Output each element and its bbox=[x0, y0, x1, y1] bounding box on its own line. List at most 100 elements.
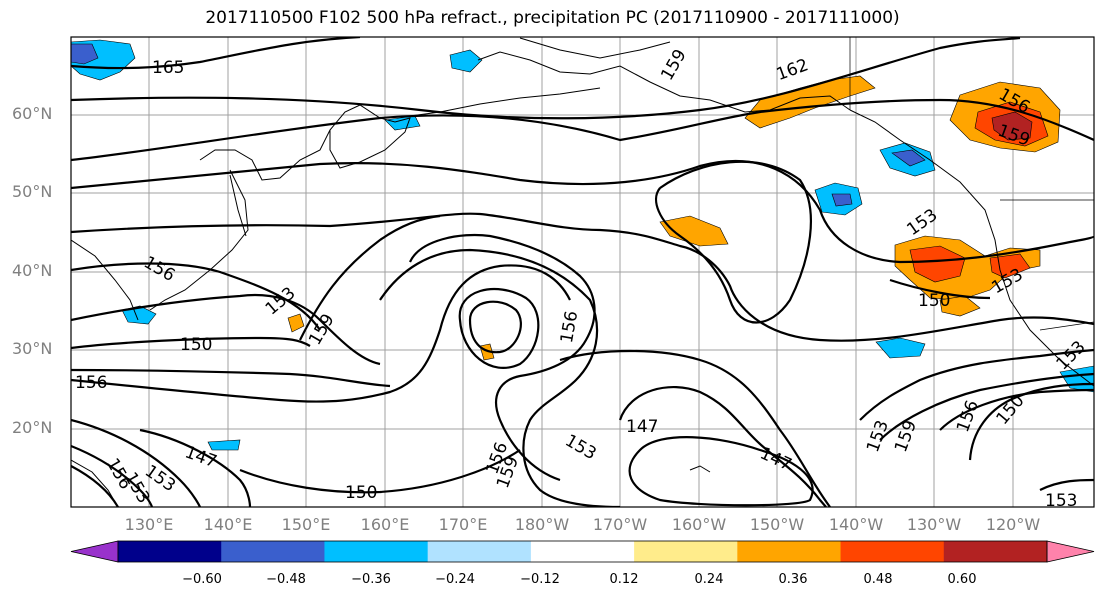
precip-positive-area bbox=[659, 215, 729, 247]
precip-positive-core bbox=[989, 253, 1031, 279]
contour-162 bbox=[71, 37, 1021, 120]
colorbar-extend-high bbox=[1046, 540, 1095, 563]
colorbar-tick-label: −0.36 bbox=[351, 572, 391, 587]
coastline-sakhalin bbox=[229, 174, 247, 237]
contour-label: 150 bbox=[918, 291, 950, 311]
colorbar-swatch bbox=[943, 541, 1048, 562]
coastline-kamchatka bbox=[329, 104, 411, 169]
coastline-northwest-america bbox=[849, 109, 1094, 387]
lon-label-130e: 130°E bbox=[124, 515, 174, 534]
colorbar-tick-label: 0.12 bbox=[609, 572, 639, 587]
contour-label: 156 bbox=[75, 373, 107, 393]
contour-159-left bbox=[299, 214, 441, 341]
lon-label-170e: 170°E bbox=[438, 515, 488, 534]
colorbar bbox=[70, 540, 1095, 563]
colorbar-tick-label: −0.60 bbox=[182, 572, 222, 587]
precip-negative-area bbox=[875, 337, 926, 359]
lat-label-40n: 40°N bbox=[12, 261, 53, 280]
contour-156-east bbox=[939, 388, 1094, 431]
colorbar-tick-label: 0.36 bbox=[778, 572, 808, 587]
contour-156-sw bbox=[71, 444, 154, 507]
contour-153-mid bbox=[71, 368, 391, 388]
precip-negative-core bbox=[891, 149, 926, 167]
contour-159-sw bbox=[71, 465, 119, 507]
contour-156-north bbox=[71, 159, 1094, 264]
coastline-alaska-north bbox=[519, 37, 671, 59]
contour-150-east bbox=[879, 372, 1094, 441]
lon-label-140e: 140°E bbox=[203, 515, 253, 534]
colorbar-swatch bbox=[634, 541, 738, 562]
colorbar-tick-label: −0.48 bbox=[266, 572, 306, 587]
contour-closed-low bbox=[468, 300, 522, 354]
colorbar-swatch bbox=[324, 541, 429, 562]
contour-147-south bbox=[139, 428, 252, 507]
coastline-siberia bbox=[199, 129, 331, 181]
contour-150 bbox=[71, 336, 311, 350]
lat-label-30n: 30°N bbox=[12, 339, 53, 358]
contour-156-mid bbox=[71, 264, 571, 403]
coastlines bbox=[71, 37, 1094, 507]
coastline-korea-china bbox=[71, 239, 139, 321]
colorbar-swatch bbox=[427, 541, 532, 562]
contour-159-north bbox=[71, 98, 1094, 162]
colorbar-swatch bbox=[840, 541, 945, 562]
coastline-alaska bbox=[477, 51, 851, 113]
contour-153-sw bbox=[71, 418, 201, 507]
contour-label: 153 bbox=[1045, 491, 1077, 511]
coastline-hawaii bbox=[689, 465, 711, 473]
lat-label-60n: 60°N bbox=[12, 104, 53, 123]
precip-positive-area bbox=[287, 313, 305, 333]
contour-closed-low-outer bbox=[458, 287, 540, 369]
contour-165 bbox=[71, 37, 361, 70]
lon-label-120w: 120°W bbox=[985, 515, 1041, 534]
contour-156-trough bbox=[379, 248, 621, 507]
colorbar-tick-label: 0.48 bbox=[863, 572, 893, 587]
contour-153-trough bbox=[408, 233, 596, 482]
lon-label-140w: 140°W bbox=[828, 515, 884, 534]
contour-label: 150 bbox=[345, 483, 377, 503]
colorbar-swatch bbox=[221, 541, 325, 562]
coastline-japan bbox=[149, 169, 249, 311]
precip-shading bbox=[71, 39, 1094, 451]
precip-negative-area bbox=[121, 305, 157, 325]
lon-label-170w: 170°W bbox=[592, 515, 648, 534]
precip-positive-core bbox=[909, 245, 966, 283]
lon-label-130w: 130°W bbox=[906, 515, 962, 534]
precip-negative-core bbox=[831, 193, 853, 207]
precip-negative-area bbox=[449, 49, 483, 73]
lon-label-180w: 180°W bbox=[514, 515, 570, 534]
contour-159-mid bbox=[71, 212, 1094, 342]
lon-label-160w: 160°W bbox=[671, 515, 727, 534]
lat-label-20n: 20°N bbox=[12, 418, 53, 437]
contour-label: 147 bbox=[626, 417, 658, 437]
colorbar-extend-low bbox=[70, 540, 119, 563]
colorbar-tick-label: 0.24 bbox=[694, 572, 724, 587]
refractivity-contours bbox=[71, 37, 1094, 507]
lon-label-150w: 150°W bbox=[749, 515, 805, 534]
colorbar-swatch bbox=[530, 541, 635, 562]
contour-156-left bbox=[71, 262, 321, 331]
colorbar-swatch bbox=[737, 541, 842, 562]
precip-negative-core bbox=[71, 43, 99, 65]
contour-150-trough bbox=[559, 349, 831, 507]
lon-label-160e: 160°E bbox=[360, 515, 410, 534]
colorbar-swatch bbox=[118, 541, 222, 562]
contour-150-west-ridge bbox=[889, 278, 991, 300]
contour-150-hook bbox=[968, 382, 1094, 461]
colorbar-tick-label: 0.60 bbox=[947, 572, 977, 587]
contour-label: 165 bbox=[152, 58, 184, 78]
precip-negative-area bbox=[207, 439, 241, 451]
map-frame bbox=[70, 36, 1095, 508]
lat-label-50n: 50°N bbox=[12, 182, 53, 201]
map-title: 2017110500 F102 500 hPa refract., precip… bbox=[205, 8, 900, 28]
contour-156-inner bbox=[655, 160, 812, 324]
contour-153-se bbox=[1039, 478, 1094, 491]
contour-153-left bbox=[71, 293, 381, 366]
lon-label-150e: 150°E bbox=[281, 515, 331, 534]
colorbar-tick-label: −0.12 bbox=[520, 572, 560, 587]
contour-153-east bbox=[859, 348, 1094, 421]
colorbar-tick-label: −0.24 bbox=[435, 572, 475, 587]
contour-147-east bbox=[618, 385, 827, 507]
contour-150-south bbox=[239, 449, 521, 494]
contour-label: 150 bbox=[180, 335, 212, 355]
